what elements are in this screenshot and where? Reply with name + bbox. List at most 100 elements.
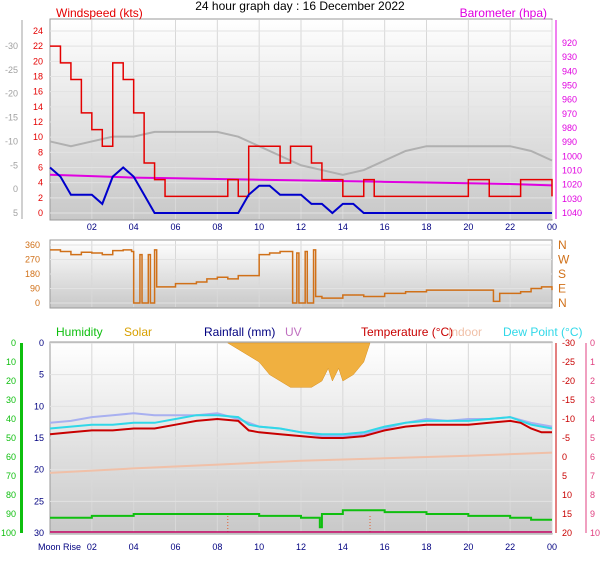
hum-tick: 90 [6,509,16,519]
temp-left-tick: 25 [34,496,44,506]
uv-tick: 1 [590,357,595,367]
wind-left2-tick: -20 [5,89,18,99]
chart-title: 24 hour graph day : 16 December 2022 [195,0,405,13]
uv-tick: 2 [590,376,595,386]
legend-temperature: Temperature (°C) [361,325,453,339]
dir-compass-label: E [558,282,566,296]
uv-tick: 10 [590,528,600,538]
uv-tick: 6 [590,452,595,462]
wind-left2-tick: -10 [5,136,18,146]
baro-tick: 1000 [562,151,582,161]
temp-x-tick: 08 [212,542,222,552]
temp-right-tick: 10 [562,490,572,500]
uv-tick: 9 [590,509,595,519]
wind-x-tick: 02 [87,222,97,232]
temp-x-tick: 18 [421,542,431,552]
baro-tick: 970 [562,109,577,119]
temp-x-tick: 16 [380,542,390,552]
temp-x-tick: 12 [296,542,306,552]
temp-right-tick: 5 [562,471,567,481]
wind-x-tick: 14 [338,222,348,232]
baro-tick: 990 [562,137,577,147]
temp-right-tick: 0 [562,452,567,462]
temp-left-tick: 0 [39,338,44,348]
wind-left-tick: 14 [33,102,43,112]
temp-right-tick: 20 [562,528,572,538]
temp-x-tick: 14 [338,542,348,552]
wind-left-tick: 22 [33,41,43,51]
temp-right-tick: -25 [562,357,575,367]
temp-left-tick: 20 [34,465,44,475]
series-layer [49,45,553,533]
temp-right-tick: -10 [562,414,575,424]
indoor-line [49,451,553,474]
hum-tick: 0 [11,338,16,348]
wind-direction-line [50,249,553,304]
uv-tick: 3 [590,395,595,405]
grey-trace-line [49,130,553,176]
uv-tick: 0 [590,338,595,348]
temp-right-tick: -20 [562,376,575,386]
uv-tick: 7 [590,471,595,481]
dir-tick: 360 [25,240,40,250]
wind-left-tick: 12 [33,117,43,127]
temp-x-tick: 22 [505,542,515,552]
wind-x-tick: 18 [421,222,431,232]
temp-right-tick: -5 [562,433,570,443]
windspeed-label: Windspeed (kts) [56,6,143,20]
temp-right-tick: -15 [562,395,575,405]
dir-tick: 270 [25,255,40,265]
wind-x-tick: 10 [254,222,264,232]
wind-left-tick: 24 [33,26,43,36]
dir-compass-label: N [558,296,567,310]
dir-tick: 180 [25,269,40,279]
wind-left2-tick: 0 [13,184,18,194]
wind-x-tick: 08 [212,222,222,232]
windspeed-avg-line [49,166,552,215]
temp-left-tick: 30 [34,528,44,538]
legend-rainfall: Rainfall (mm) [204,325,275,339]
baro-tick: 1010 [562,166,582,176]
hum-tick: 40 [6,414,16,424]
temp-right-tick: -30 [562,338,575,348]
wind-left2-tick: -25 [5,65,18,75]
wind-left-tick: 6 [38,163,43,173]
legend-humidity: Humidity [56,325,103,339]
wind-x-tick: 00 [547,222,557,232]
solar-area [226,342,371,388]
hum-axis [20,343,23,533]
temp-left-tick: 15 [34,433,44,443]
temp-x-tick: 02 [87,542,97,552]
wind-left-tick: 10 [33,132,43,142]
wind-x-tick: 06 [170,222,180,232]
legend-indoor: Indoor [448,325,482,339]
hum-tick: 100 [1,528,16,538]
wind-left-tick: 16 [33,87,43,97]
temp-x-tick: 04 [129,542,139,552]
dewpoint-line [49,414,553,436]
dir-tick: 0 [35,298,40,308]
temp-left-tick: 10 [34,401,44,411]
temperature-line [49,417,552,439]
wind-left2-tick: -15 [5,113,18,123]
hum-tick: 60 [6,452,16,462]
wind-x-tick: 20 [463,222,473,232]
temp-left-tick: 5 [39,370,44,380]
baro-tick: 920 [562,38,577,48]
temp-x-tick: 10 [254,542,264,552]
windspeed-line [50,45,553,198]
baro-tick: 930 [562,52,577,62]
wind-left-tick: 4 [38,178,43,188]
uv-tick: 4 [590,414,595,424]
wind-x-tick: 12 [296,222,306,232]
baro-tick: 1030 [562,194,582,204]
wind-left2-tick: -5 [10,160,18,170]
wind-left-tick: 20 [33,56,43,66]
hum-tick: 50 [6,433,16,443]
legend-uv: UV [285,325,302,339]
baro-tick: 1020 [562,180,582,190]
wind-left-tick: 0 [38,208,43,218]
uv-tick: 5 [590,433,595,443]
